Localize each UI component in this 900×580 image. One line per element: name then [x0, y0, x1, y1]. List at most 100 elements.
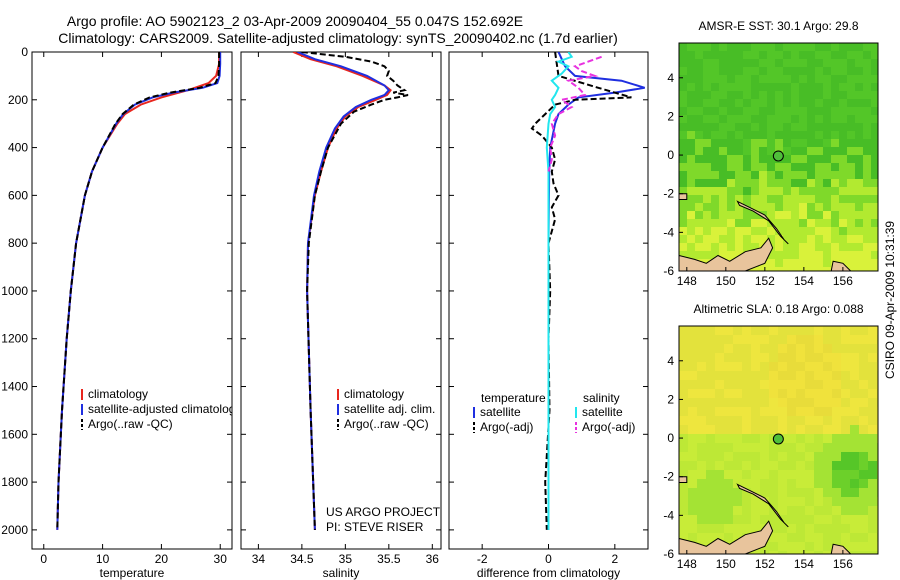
sla-map-cell	[850, 434, 860, 444]
sst-map-cell	[775, 123, 784, 132]
sst-map-cell	[711, 251, 720, 260]
sla-map-cell	[778, 479, 788, 489]
sst-map-cell	[823, 195, 832, 204]
sst-map-cell	[687, 179, 696, 188]
sla-map-cell	[769, 362, 779, 372]
sst-map-cell	[823, 155, 832, 164]
sst-map-cell	[783, 203, 792, 212]
sst-map-cell	[727, 155, 736, 164]
sla-map-cell	[679, 389, 689, 399]
sst-map-cell	[679, 251, 688, 260]
sla-map-cell	[724, 452, 734, 462]
sla-map-cell	[868, 434, 878, 444]
sst-map-cell	[863, 115, 872, 124]
sst-map-cell	[831, 67, 840, 76]
sst-map-cell	[719, 203, 728, 212]
sla-map-cell	[769, 398, 779, 408]
sst-map-cell	[839, 139, 848, 148]
sst-map-cell	[775, 131, 784, 140]
sst-map-cell	[679, 67, 688, 76]
sst-map-cell	[703, 75, 712, 84]
sst-map-cell	[871, 243, 878, 252]
sst-map-cell	[831, 59, 840, 68]
sst-map-xtick-label: 154	[794, 274, 814, 288]
sla-map-cell	[787, 506, 797, 516]
sla-map-cell	[697, 425, 707, 435]
sst-map-cell	[783, 227, 792, 236]
sla-map-cell	[742, 479, 752, 489]
sst-map-cell	[767, 51, 776, 60]
sst-map-cell	[695, 99, 704, 108]
sla-map-cell	[859, 335, 869, 345]
sst-map-cell	[703, 67, 712, 76]
sst-map-cell	[719, 99, 728, 108]
sst-map-cell	[719, 227, 728, 236]
sst-map-cell	[815, 131, 824, 140]
sst-map-cell	[759, 51, 768, 60]
sst-map-cell	[719, 251, 728, 260]
sst-map-cell	[799, 243, 808, 252]
sst-map-cell	[719, 171, 728, 180]
sst-map-cell	[687, 123, 696, 132]
difference-xlabel: difference from climatology	[477, 566, 620, 580]
sst-map-cell	[799, 83, 808, 92]
sst-map-cell	[855, 147, 864, 156]
sla-map-cell	[679, 407, 689, 417]
sst-map-cell	[815, 203, 824, 212]
sst-map-cell	[759, 235, 768, 244]
sst-map-cell	[871, 43, 878, 52]
sla-map-cell	[814, 425, 824, 435]
sst-map-cell	[703, 107, 712, 116]
sla-map-xtick-label: 148	[677, 557, 697, 571]
sst-map-cell	[783, 91, 792, 100]
sla-map-cell	[850, 371, 860, 381]
sst-map-cell	[687, 75, 696, 84]
sla-map-cell	[760, 380, 770, 390]
sla-map-cell	[715, 506, 725, 516]
sst-map-cell	[775, 83, 784, 92]
sla-map-cell	[832, 371, 842, 381]
sst-map-cell	[695, 123, 704, 132]
sla-map-cell	[850, 380, 860, 390]
sla-map-cell	[850, 461, 860, 471]
sla-map-cell	[679, 335, 689, 345]
sst-map-cell	[727, 131, 736, 140]
sla-map-cell	[823, 470, 833, 480]
sst-map-cell	[823, 59, 832, 68]
sla-map-cell	[724, 398, 734, 408]
sst-map-cell	[719, 43, 728, 52]
sst-map-cell	[791, 139, 800, 148]
sla-map-cell	[796, 515, 806, 525]
sla-map-cell	[850, 326, 860, 336]
sla-map-cell	[823, 461, 833, 471]
sla-map-cell	[823, 335, 833, 345]
sla-map-cell	[805, 389, 815, 399]
sst-map-cell	[751, 227, 760, 236]
sst-map-cell	[799, 259, 808, 268]
sla-map-cell	[724, 353, 734, 363]
sst-map-cell	[807, 99, 816, 108]
sla-map-cell	[796, 380, 806, 390]
sst-map-cell	[775, 91, 784, 100]
sst-map-cell	[719, 179, 728, 188]
sla-map-cell	[805, 362, 815, 372]
sst-map-cell	[855, 251, 864, 260]
sla-map-cell	[796, 344, 806, 354]
sla-map-cell	[841, 542, 851, 552]
sst-map-cell	[831, 83, 840, 92]
sla-map-cell	[796, 443, 806, 453]
sst-map-cell	[719, 131, 728, 140]
sst-map-cell	[695, 227, 704, 236]
sst-map-cell	[847, 267, 856, 271]
sla-map-cell	[778, 380, 788, 390]
sla-map-cell	[787, 497, 797, 507]
sst-map-cell	[839, 243, 848, 252]
sst-map-cell	[823, 235, 832, 244]
sst-map-cell	[807, 67, 816, 76]
sla-map-cell	[778, 335, 788, 345]
temperature-series-group	[56, 52, 222, 530]
sla-map-cell	[823, 416, 833, 426]
sla-map-cell	[787, 461, 797, 471]
sst-map-cell	[815, 259, 824, 268]
